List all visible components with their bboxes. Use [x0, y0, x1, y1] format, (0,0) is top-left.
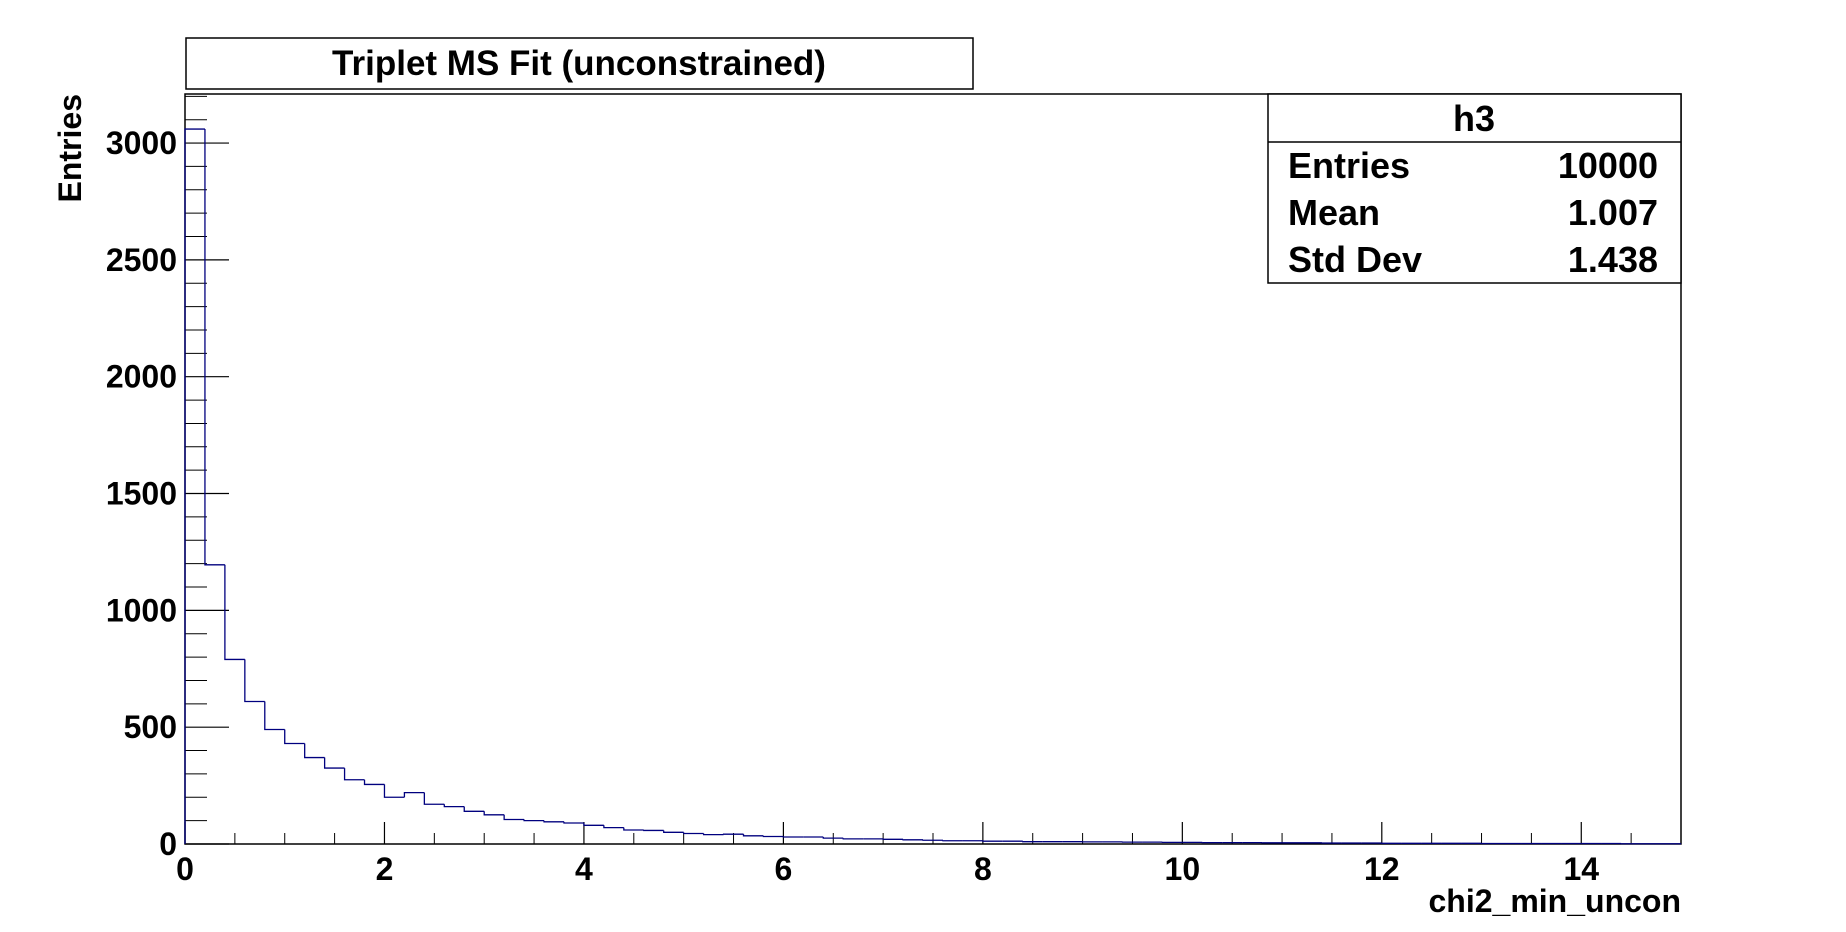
histogram-bin — [285, 730, 305, 744]
y-tick-label: 2000 — [106, 359, 177, 395]
histogram-bin — [684, 832, 704, 833]
histogram-bin — [464, 807, 484, 812]
stats-box: h3 Entries 10000 Mean 1.007 Std Dev 1.43… — [1268, 94, 1681, 283]
histogram-bin — [624, 828, 644, 830]
histogram-bin — [384, 784, 404, 797]
stats-entries-value: 10000 — [1558, 145, 1658, 186]
histogram-bin — [325, 758, 345, 769]
y-tick-label: 3000 — [106, 125, 177, 161]
histogram-bin — [484, 811, 504, 815]
histogram-bin — [524, 819, 544, 820]
histogram-bin — [584, 823, 604, 825]
histogram-bin — [704, 833, 724, 834]
y-tick-label: 1500 — [106, 476, 177, 512]
y-tick-label: 500 — [124, 709, 177, 745]
histogram-bin — [843, 838, 863, 839]
x-tick-label: 2 — [376, 851, 394, 887]
histogram-bin — [245, 659, 265, 701]
histogram-bin — [225, 565, 245, 660]
histogram-bin — [763, 836, 783, 837]
stats-mean-label: Mean — [1288, 192, 1380, 233]
stats-stddev-value: 1.438 — [1568, 239, 1658, 280]
histogram-bin — [205, 129, 225, 565]
histogram-bin — [365, 780, 385, 785]
histogram-bin — [544, 821, 564, 822]
histogram-bin — [604, 825, 624, 827]
x-tick-label: 0 — [176, 851, 194, 887]
x-tick-label: 14 — [1563, 851, 1599, 887]
x-tick-label: 6 — [775, 851, 793, 887]
x-axis-label: chi2_min_uncon — [1429, 883, 1682, 919]
histogram-bin — [404, 793, 424, 798]
histogram-bin — [345, 768, 365, 780]
histogram-bin — [305, 744, 325, 758]
histogram-bin — [504, 815, 524, 820]
histogram-bin — [444, 804, 464, 806]
y-tick-label: 1000 — [106, 592, 177, 628]
x-tick-label: 10 — [1165, 851, 1201, 887]
y-axis-label: Entries — [52, 94, 88, 202]
histogram-bin — [744, 834, 764, 836]
stats-mean-value: 1.007 — [1568, 192, 1658, 233]
x-tick-label: 8 — [974, 851, 992, 887]
stats-box-name: h3 — [1453, 98, 1495, 139]
histogram-bin — [424, 793, 444, 805]
chart-title: Triplet MS Fit (unconstrained) — [332, 44, 826, 83]
y-tick-label: 0 — [159, 826, 177, 862]
histogram-bin — [265, 701, 285, 729]
histogram-bin — [664, 830, 684, 832]
x-tick-label: 4 — [575, 851, 593, 887]
stats-stddev-label: Std Dev — [1288, 239, 1422, 280]
stats-entries-label: Entries — [1288, 145, 1410, 186]
x-tick-label: 12 — [1364, 851, 1400, 887]
histogram-bin — [564, 822, 584, 823]
y-tick-label: 2500 — [106, 242, 177, 278]
